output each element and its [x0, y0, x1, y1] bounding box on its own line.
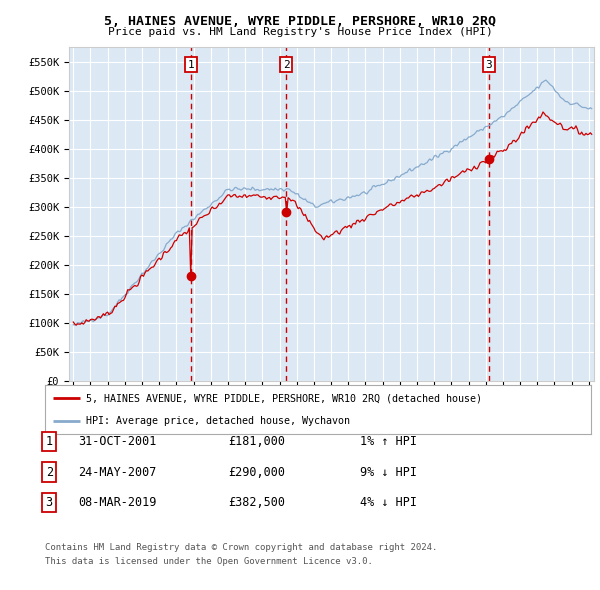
Text: 2: 2 [283, 60, 290, 70]
Text: 08-MAR-2019: 08-MAR-2019 [78, 496, 157, 509]
Text: 5, HAINES AVENUE, WYRE PIDDLE, PERSHORE, WR10 2RQ: 5, HAINES AVENUE, WYRE PIDDLE, PERSHORE,… [104, 15, 496, 28]
Text: 1: 1 [46, 435, 53, 448]
Text: £382,500: £382,500 [228, 496, 285, 509]
Text: 5, HAINES AVENUE, WYRE PIDDLE, PERSHORE, WR10 2RQ (detached house): 5, HAINES AVENUE, WYRE PIDDLE, PERSHORE,… [86, 394, 482, 404]
Text: 9% ↓ HPI: 9% ↓ HPI [360, 466, 417, 478]
Text: 3: 3 [485, 60, 492, 70]
Text: 31-OCT-2001: 31-OCT-2001 [78, 435, 157, 448]
Text: 3: 3 [46, 496, 53, 509]
Text: 24-MAY-2007: 24-MAY-2007 [78, 466, 157, 478]
Text: 1% ↑ HPI: 1% ↑ HPI [360, 435, 417, 448]
Text: 2: 2 [46, 466, 53, 478]
Text: This data is licensed under the Open Government Licence v3.0.: This data is licensed under the Open Gov… [45, 557, 373, 566]
Text: Price paid vs. HM Land Registry's House Price Index (HPI): Price paid vs. HM Land Registry's House … [107, 27, 493, 37]
Text: £181,000: £181,000 [228, 435, 285, 448]
Text: HPI: Average price, detached house, Wychavon: HPI: Average price, detached house, Wych… [86, 415, 350, 425]
Text: £290,000: £290,000 [228, 466, 285, 478]
Text: 1: 1 [187, 60, 194, 70]
Text: 4% ↓ HPI: 4% ↓ HPI [360, 496, 417, 509]
Text: Contains HM Land Registry data © Crown copyright and database right 2024.: Contains HM Land Registry data © Crown c… [45, 543, 437, 552]
